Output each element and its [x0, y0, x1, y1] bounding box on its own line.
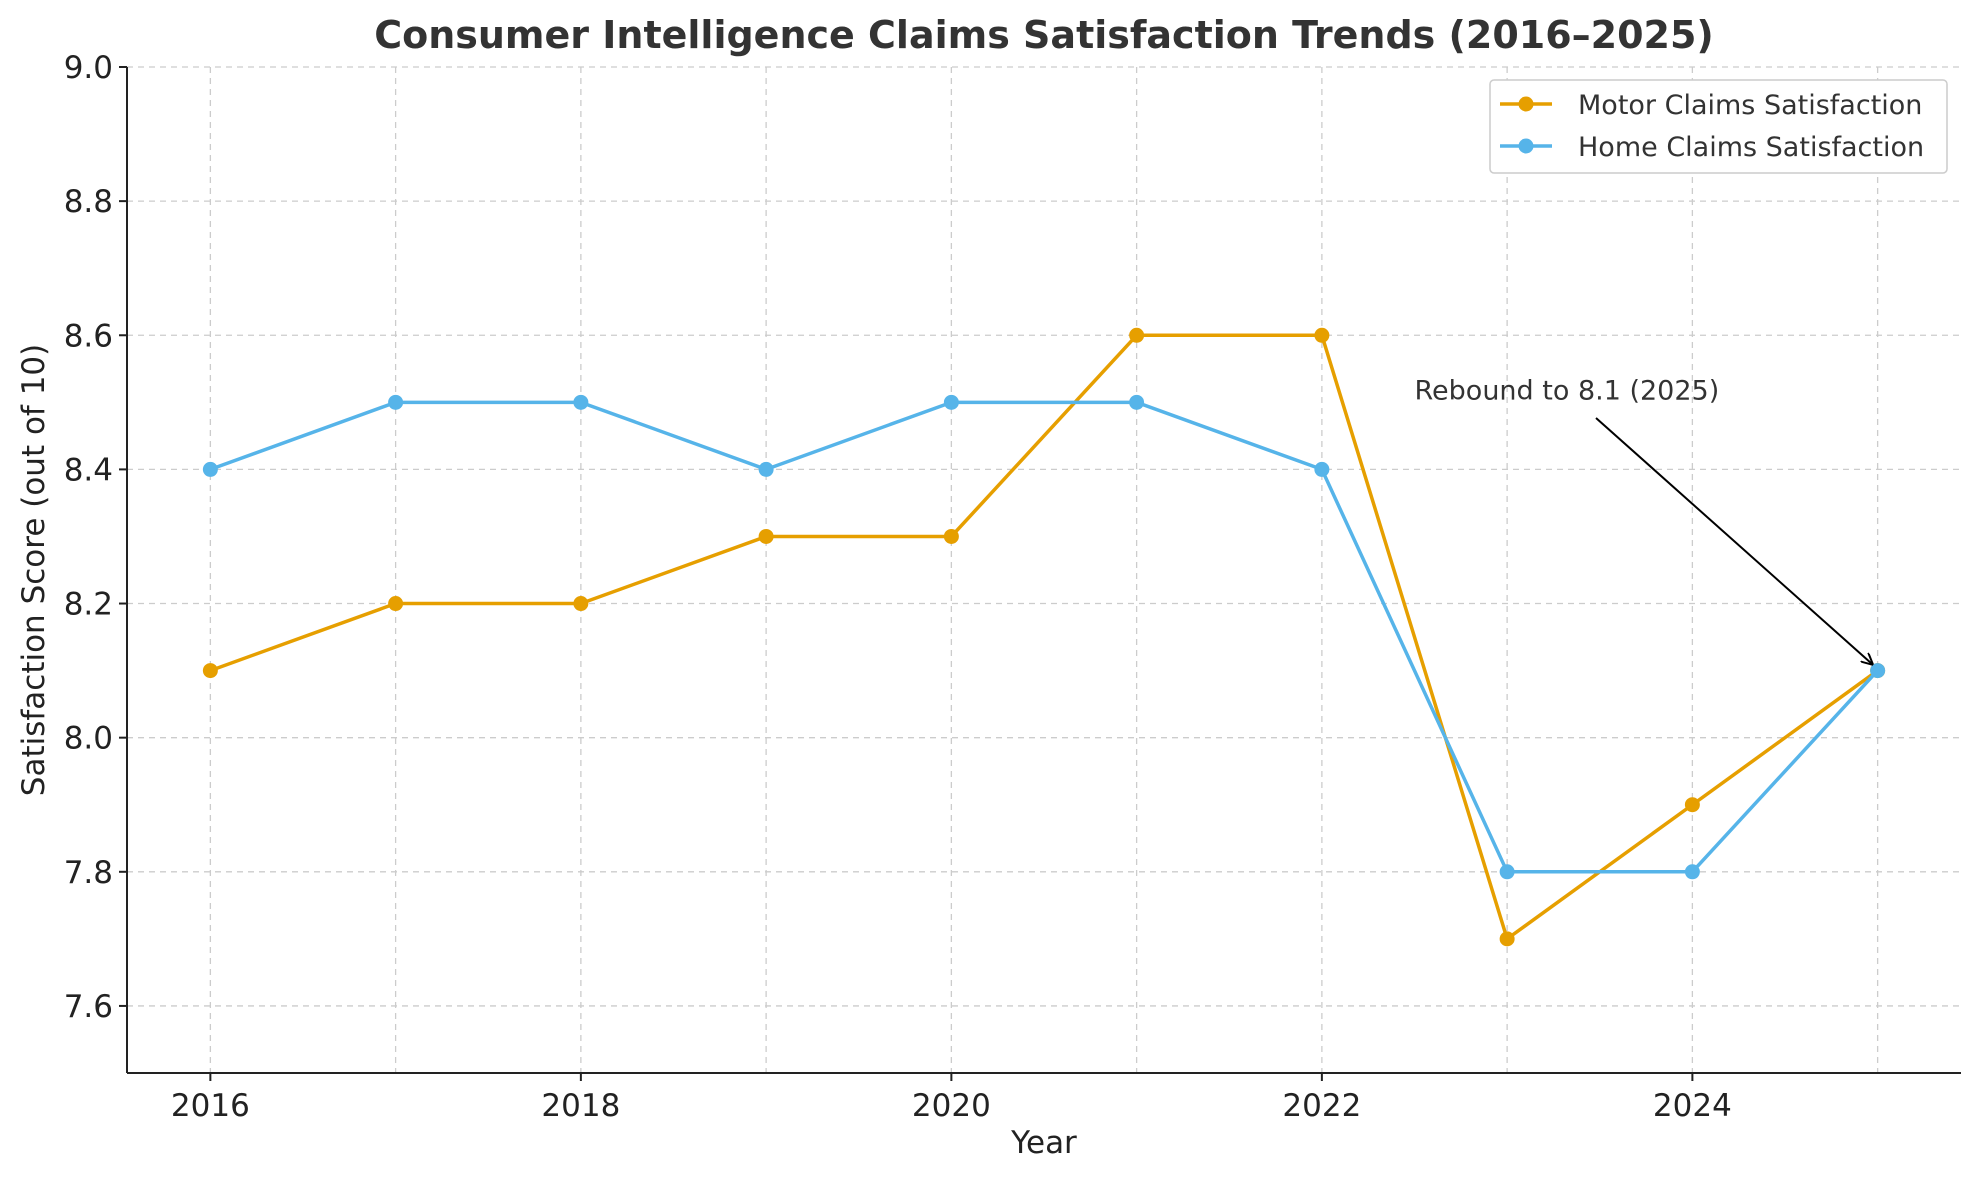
- y-tick-label: 8.0: [64, 721, 113, 757]
- data-point: [202, 663, 218, 679]
- data-point: [202, 461, 218, 477]
- legend-label: Motor Claims Satisfaction: [1578, 90, 1922, 121]
- x-tick-label: 2022: [1282, 1088, 1361, 1124]
- data-point: [1314, 327, 1330, 343]
- series-line: [209, 333, 1879, 941]
- data-point: [1129, 327, 1145, 343]
- data-point: [1499, 931, 1515, 947]
- data-point: [573, 394, 589, 410]
- y-tick-label: 8.2: [64, 587, 113, 623]
- axes: 7.6 7.8 8.0 8.2 8.4 8.6 8.8 9.0 2016 2018 2020 2022…: [64, 50, 1961, 1124]
- series-motor: [202, 327, 1886, 947]
- annotation-text: Rebound to 8.1 (2025): [1415, 375, 1720, 406]
- legend: Motor Claims Satisfaction Home Claims Sat…: [1489, 79, 1948, 174]
- data-point: [1684, 864, 1700, 880]
- data-point: [388, 394, 404, 410]
- legend-marker: [1518, 96, 1534, 112]
- legend-item: Motor Claims Satisfaction: [1500, 90, 1922, 121]
- data-point: [388, 596, 404, 612]
- annotations: Rebound to 8.1 (2025): [1415, 375, 1872, 663]
- annotation-arrow: [1595, 417, 1872, 664]
- x-tick-label: 2020: [912, 1088, 991, 1124]
- y-axis-label: Satisfaction Score (out of 10): [16, 344, 52, 796]
- grid: [127, 66, 1961, 1073]
- data-point: [1129, 394, 1145, 410]
- data-point: [943, 528, 959, 544]
- y-tick-label: 7.6: [64, 989, 113, 1025]
- x-tick-label: 2024: [1653, 1088, 1732, 1124]
- x-axis-label: Year: [1010, 1125, 1077, 1161]
- data-point: [573, 596, 589, 612]
- legend-item: Home Claims Satisfaction: [1500, 132, 1924, 163]
- data-point: [1870, 663, 1886, 679]
- data-point: [1314, 461, 1330, 477]
- y-tick-label: 8.8: [64, 184, 113, 220]
- series-line: [209, 400, 1879, 874]
- x-tick-label: 2018: [541, 1088, 620, 1124]
- legend-marker: [1518, 138, 1534, 154]
- y-tick-label: 8.4: [64, 452, 113, 488]
- legend-label: Home Claims Satisfaction: [1578, 132, 1924, 163]
- y-tick-label: 8.6: [64, 318, 113, 354]
- series-home: [202, 394, 1886, 880]
- legend-box: [1489, 79, 1948, 174]
- y-tick-label: 9.0: [64, 50, 113, 86]
- data-point: [1684, 797, 1700, 813]
- data-point: [758, 528, 774, 544]
- data-point: [943, 394, 959, 410]
- chart-title: Consumer Intelligence Claims Satisfactio…: [374, 13, 1714, 57]
- data-point: [758, 461, 774, 477]
- data-point: [1499, 864, 1515, 880]
- x-tick-label: 2016: [171, 1088, 250, 1124]
- series-group: [202, 327, 1886, 947]
- y-tick-label: 7.8: [64, 855, 113, 891]
